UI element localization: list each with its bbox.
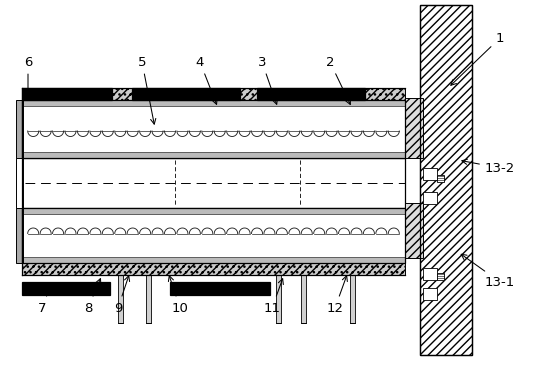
Bar: [22, 100, 405, 158]
Bar: [257, 88, 365, 100]
Bar: [16, 158, 23, 208]
Bar: [22, 208, 405, 263]
Bar: [423, 168, 437, 180]
Bar: [16, 100, 23, 158]
Bar: [22, 282, 110, 295]
Bar: [405, 203, 423, 258]
Bar: [349, 275, 354, 323]
Text: 11: 11: [263, 279, 283, 314]
Bar: [22, 100, 405, 158]
Bar: [276, 275, 281, 323]
Text: 13-1: 13-1: [461, 254, 515, 288]
Text: 5: 5: [138, 56, 156, 124]
Bar: [423, 268, 437, 280]
Bar: [22, 208, 405, 263]
Bar: [420, 5, 472, 355]
Bar: [132, 88, 240, 100]
Text: 9: 9: [114, 276, 130, 314]
Bar: [437, 273, 444, 280]
Text: 3: 3: [258, 56, 277, 104]
Text: 12: 12: [326, 276, 347, 314]
Bar: [301, 275, 306, 323]
Bar: [22, 208, 405, 214]
Bar: [420, 5, 472, 355]
Bar: [22, 88, 112, 100]
Text: 1: 1: [451, 31, 504, 85]
Text: 2: 2: [326, 56, 350, 104]
Text: 4: 4: [196, 56, 217, 104]
Bar: [22, 100, 405, 106]
Bar: [170, 282, 270, 295]
Text: 7: 7: [38, 286, 51, 314]
Bar: [22, 152, 405, 158]
Bar: [423, 192, 437, 204]
Text: 10: 10: [168, 276, 188, 314]
Bar: [437, 175, 444, 182]
Bar: [405, 98, 423, 158]
Bar: [22, 88, 405, 100]
Bar: [423, 288, 437, 300]
Text: 6: 6: [24, 56, 32, 94]
Bar: [117, 275, 122, 323]
Bar: [22, 263, 405, 275]
Text: 13-2: 13-2: [462, 159, 515, 175]
Bar: [16, 208, 23, 263]
Bar: [145, 275, 150, 323]
Bar: [22, 158, 405, 208]
Bar: [22, 257, 405, 263]
Text: 8: 8: [84, 279, 101, 314]
